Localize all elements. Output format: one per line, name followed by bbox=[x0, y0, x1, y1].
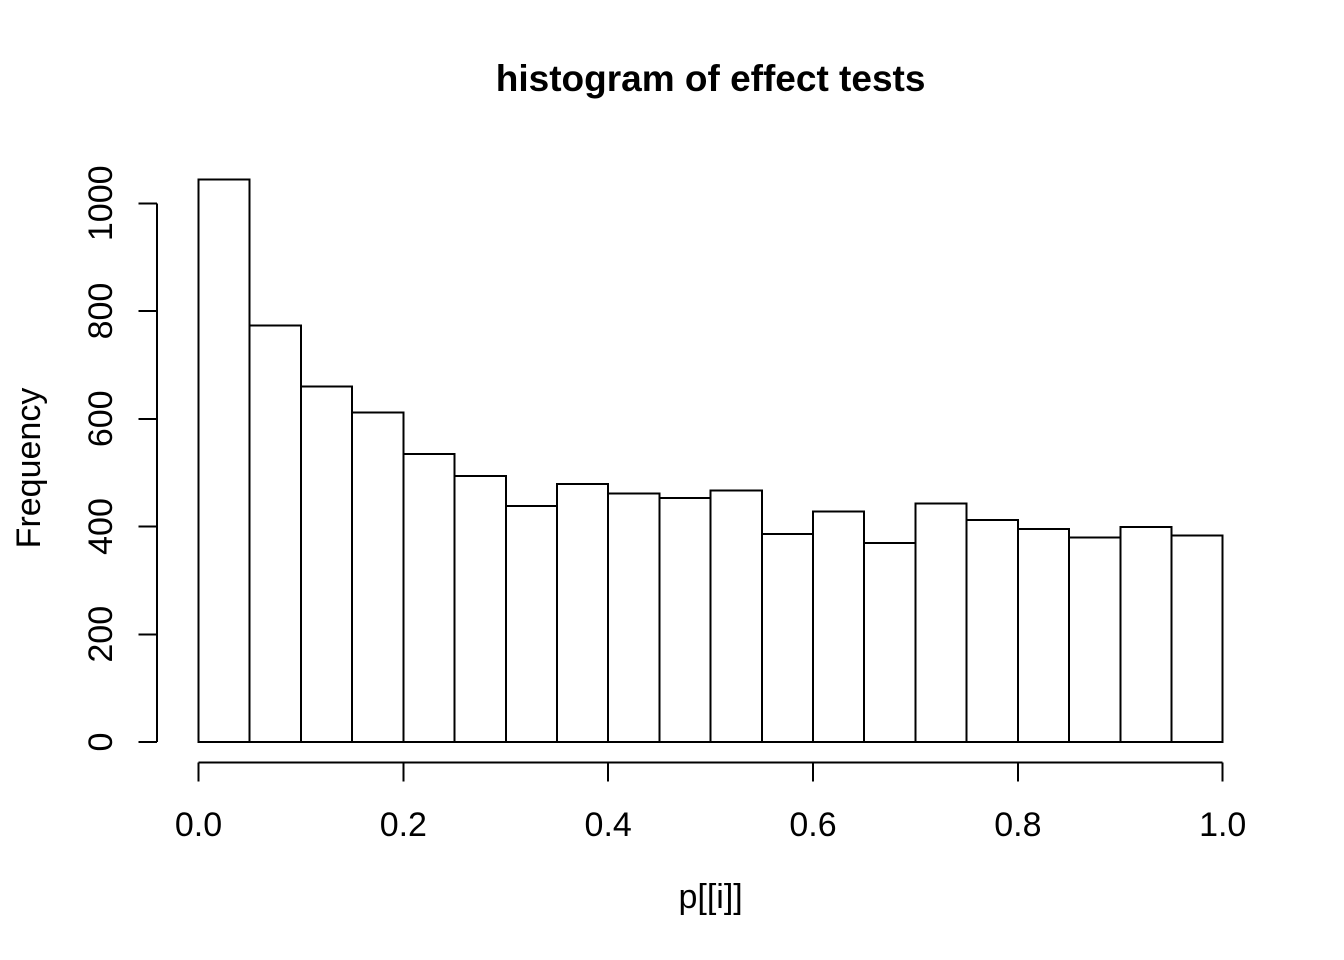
histogram-bar bbox=[299, 385, 354, 743]
y-tick-label: 1000 bbox=[82, 165, 120, 241]
histogram-bar bbox=[1016, 528, 1071, 744]
bars-group bbox=[197, 178, 1224, 744]
x-tick-label: 0.0 bbox=[175, 806, 222, 844]
histogram-bar bbox=[607, 492, 661, 743]
x-axis-label: p[[i]] bbox=[678, 878, 742, 916]
histogram-bar bbox=[351, 411, 405, 743]
histogram-bar bbox=[504, 505, 558, 743]
histogram-bar bbox=[555, 482, 610, 743]
y-tick-label: 600 bbox=[82, 390, 120, 447]
histogram-bar bbox=[760, 533, 815, 743]
y-tick-label: 400 bbox=[82, 498, 120, 555]
histogram-bar bbox=[1119, 526, 1173, 743]
x-tick-label: 0.6 bbox=[789, 806, 836, 844]
histogram-bar bbox=[863, 542, 917, 743]
histogram-bar bbox=[709, 489, 763, 743]
x-tick-label: 0.4 bbox=[585, 806, 632, 844]
chart-title: histogram of effect tests bbox=[496, 58, 926, 99]
histogram-bar bbox=[197, 178, 251, 744]
histogram-bar bbox=[1170, 534, 1224, 743]
histogram-bar bbox=[402, 452, 456, 743]
histogram-bar bbox=[248, 324, 302, 743]
x-tick-label: 0.2 bbox=[380, 806, 427, 844]
y-tick-label: 800 bbox=[82, 283, 120, 340]
histogram-bar bbox=[453, 474, 507, 743]
x-axis: 0.0 0.2 0.4 0.6 0.8 1.0 bbox=[175, 761, 1246, 844]
x-tick-label: 1.0 bbox=[1199, 806, 1246, 844]
y-axis-label: Frequency bbox=[10, 388, 48, 549]
histogram-bar bbox=[965, 519, 1019, 743]
x-tick-label: 0.8 bbox=[994, 806, 1041, 844]
y-tick-label: 0 bbox=[82, 733, 120, 752]
y-axis: 0 200 400 600 800 1000 bbox=[82, 165, 158, 752]
histogram-bar bbox=[1068, 536, 1122, 743]
histogram-bar bbox=[812, 510, 866, 743]
histogram-bar bbox=[914, 502, 968, 743]
histogram-bar bbox=[658, 496, 712, 743]
y-tick-label: 200 bbox=[82, 606, 120, 663]
